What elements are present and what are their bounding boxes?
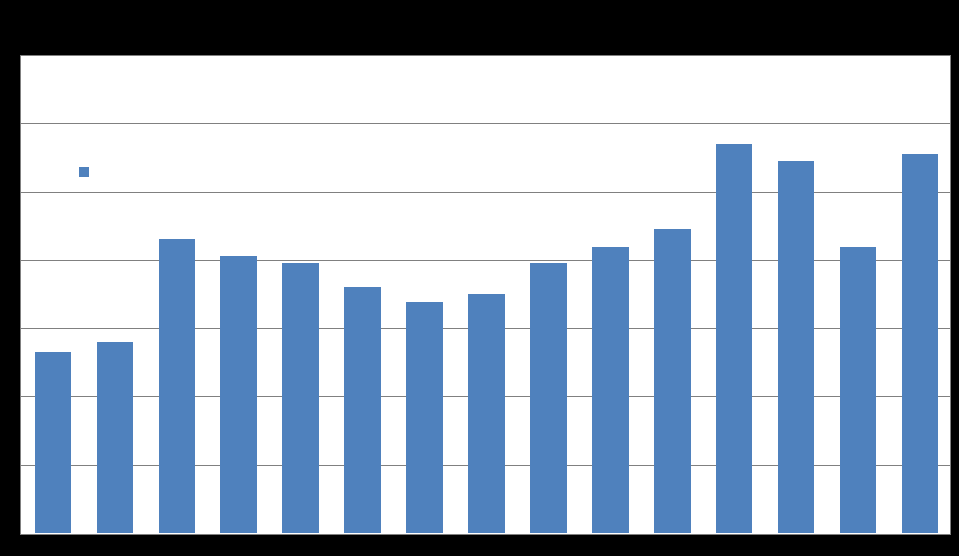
bar <box>344 287 381 533</box>
bar <box>468 294 505 533</box>
bar <box>592 247 629 533</box>
bar <box>282 263 319 533</box>
bar <box>220 256 257 533</box>
legend-marker <box>79 167 89 177</box>
bar <box>159 239 196 533</box>
bar <box>530 263 567 533</box>
bar <box>97 342 134 533</box>
bar <box>778 161 815 533</box>
bar <box>840 247 877 533</box>
bar <box>902 154 939 533</box>
plot-area <box>20 55 951 535</box>
bar <box>654 229 691 533</box>
bar <box>716 144 753 533</box>
bar <box>406 302 443 533</box>
chart-canvas <box>0 0 959 556</box>
bar-series <box>21 56 950 534</box>
bar <box>35 352 72 533</box>
